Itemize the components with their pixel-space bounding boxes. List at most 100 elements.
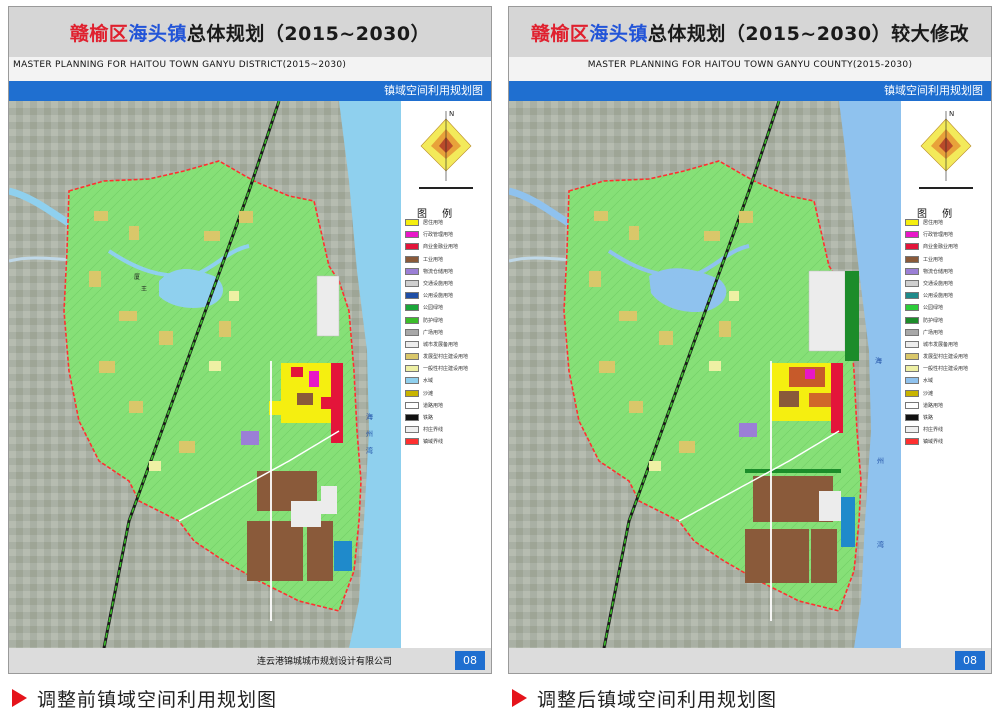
sheet-label: 镇域空间利用规划图: [370, 81, 491, 101]
sea-label-char2: 州: [877, 457, 884, 465]
legend-swatch: [905, 243, 919, 251]
caption-before: 调整前镇域空间利用规划图: [12, 686, 278, 711]
legend-label: 道路用地: [423, 402, 444, 409]
legend-label: 一般性村庄建设用地: [423, 366, 469, 373]
legend-swatch: [405, 316, 419, 324]
road-diagonal: [678, 430, 840, 522]
legend-item: 防护绿地: [905, 315, 989, 326]
land-use-map[interactable]: 海 州 湾: [509, 101, 901, 648]
sea-label-char1: 海: [875, 356, 882, 365]
town-center: [739, 270, 859, 437]
legend-label: 沙滩: [423, 390, 434, 397]
legend-item: 铁路: [405, 412, 489, 423]
legend-item: 城市发展备用地: [905, 339, 989, 350]
sea-label-char3: 湾: [366, 446, 373, 455]
industrial-zone: [247, 471, 352, 581]
map-sheet-before: 赣榆区海头镇总体规划（2015~2030） MASTER PLANNING FO…: [8, 6, 492, 674]
legend-item: 一般性村庄建设用地: [905, 363, 989, 374]
title-bar: 赣榆区海头镇总体规划（2015~2030）较大修改: [509, 7, 991, 57]
legend-swatch: [405, 414, 419, 421]
river-inner: [107, 244, 250, 279]
legend-item: 物流仓储用地: [405, 266, 489, 277]
lake: [159, 269, 224, 308]
town-center: [241, 275, 343, 445]
sea-label: 海 州 湾: [366, 412, 373, 455]
legend-item: 广场用地: [905, 327, 989, 338]
sea-label-char3: 湾: [877, 540, 884, 549]
legend-swatch: [405, 219, 419, 226]
legend-item: 交通设施用地: [905, 278, 989, 289]
caption-text: 调整前镇域空间利用规划图: [37, 688, 278, 711]
legend-label: 村庄界线: [923, 427, 944, 434]
road-diagonal: [178, 430, 340, 522]
sea-area: [339, 101, 401, 648]
scale-bar: [419, 187, 473, 189]
legend-title: 图 例: [917, 209, 959, 220]
legend-label: 工业用地: [923, 256, 944, 263]
legend-swatch: [405, 340, 419, 348]
legend-swatch: [905, 231, 919, 239]
river-inner: [607, 244, 750, 279]
company-name: 连云港锦城城市规划设计有限公司: [257, 657, 393, 667]
lake: [649, 268, 727, 313]
legend-swatch: [905, 389, 919, 397]
legend-label: 防护绿地: [923, 317, 944, 324]
legend-label: 村庄界线: [423, 427, 444, 434]
triangle-icon: [512, 689, 527, 707]
land-use-map[interactable]: 海 州 湾 厦 王: [9, 101, 401, 648]
legend-label: 水域: [423, 378, 434, 385]
legend-item: 发展型村庄建设用地: [405, 351, 489, 362]
legend-label: 物流仓储用地: [423, 268, 454, 275]
scale-bar: [919, 187, 973, 189]
page-number: 08: [455, 651, 485, 670]
legend-swatch: [905, 255, 919, 263]
legend-swatch: [905, 304, 919, 312]
caption-text: 调整后镇域空间利用规划图: [537, 688, 778, 711]
legend-swatch: [405, 279, 419, 287]
legend-item: 道路用地: [905, 400, 989, 411]
legend-swatch: [905, 414, 919, 421]
legend-swatch: [405, 328, 419, 336]
legend-item: 工业用地: [405, 254, 489, 265]
legend-item: 一般性村庄建设用地: [405, 363, 489, 374]
legend-label: 工业用地: [423, 256, 444, 263]
village-blocks: [89, 211, 253, 471]
sea-label: 海 州 湾: [875, 356, 884, 549]
legend-label: 公用设施用地: [923, 293, 954, 300]
legend-item: 商业金融业用地: [905, 241, 989, 252]
sea-area: [839, 101, 901, 648]
legend-swatch: [405, 377, 419, 385]
legend-item: 水域: [905, 375, 989, 386]
legend-swatch: [405, 353, 419, 361]
legend-swatch: [905, 353, 919, 361]
legend-swatch: [905, 267, 919, 275]
legend-swatch: [405, 426, 419, 434]
legend-label: 公用设施用地: [423, 293, 454, 300]
legend-label: 居住用地: [423, 220, 444, 226]
legend-label: 防护绿地: [423, 317, 444, 324]
legend-label: 公园绿地: [923, 305, 944, 312]
legend-item: 镇域界线: [905, 436, 989, 447]
legend-item: 沙滩: [405, 388, 489, 399]
sheet-label-bar: 镇域空间利用规划图: [509, 81, 991, 101]
legend-swatch: [905, 328, 919, 336]
sheet-subtitle: MASTER PLANNING FOR HAITOU TOWN GANYU CO…: [587, 60, 913, 70]
legend-swatch: [405, 365, 419, 373]
legend-item: 发展型村庄建设用地: [905, 351, 989, 362]
legend-item: 交通设施用地: [405, 278, 489, 289]
legend-label: 城市发展备用地: [923, 341, 959, 348]
legend-item: 镇域界线: [405, 436, 489, 447]
river-label-2: 王: [141, 286, 147, 293]
legend-item: 物流仓储用地: [905, 266, 989, 277]
legend-swatch: [905, 316, 919, 324]
legend-label: 行政管理用地: [423, 232, 454, 239]
legend-item: 居住用地: [905, 217, 989, 228]
page-number: 08: [955, 651, 985, 670]
legend-label: 广场用地: [423, 329, 444, 336]
legend-label: 公园绿地: [423, 305, 444, 312]
legend-swatch: [405, 438, 419, 446]
legend-label: 商业金融业用地: [423, 244, 459, 251]
village-blocks: [589, 211, 753, 471]
legend-label: 发展型村庄建设用地: [923, 354, 969, 361]
legend-item: 工业用地: [905, 254, 989, 265]
